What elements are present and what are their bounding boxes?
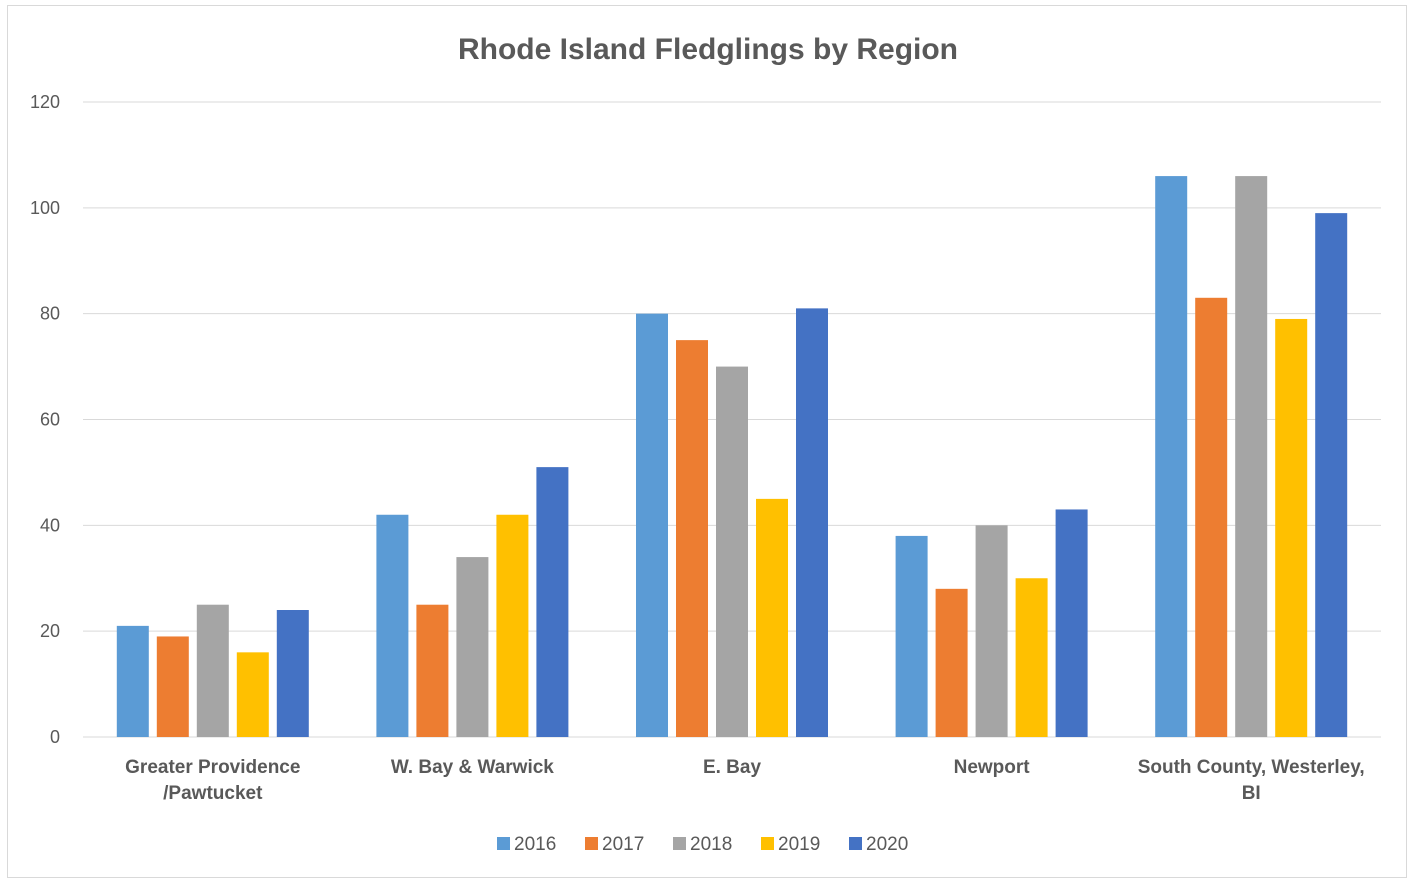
bar-2020-1	[536, 467, 569, 737]
bar-2017-3	[935, 588, 968, 737]
y-tick-label: 20	[40, 621, 60, 641]
legend-swatch-2018	[673, 837, 686, 850]
bar-2019-3	[1015, 578, 1048, 737]
legend-label-2020: 2020	[866, 834, 908, 855]
bar-2018-0	[196, 604, 229, 737]
y-tick-label: 120	[30, 92, 60, 112]
legend-label-2016: 2016	[514, 834, 556, 855]
x-tick-label: South County, Westerley, BI	[1138, 757, 1365, 804]
x-tick-label: W. Bay & Warwick	[391, 757, 554, 778]
bar-2020-4	[1315, 213, 1348, 737]
bar-2016-1	[376, 514, 409, 737]
bar-2019-1	[496, 514, 529, 737]
bar-2019-0	[236, 652, 269, 737]
bar-2018-4	[1235, 176, 1268, 738]
bars	[116, 176, 1348, 738]
legend-swatch-2019	[761, 837, 774, 850]
x-tick-label-line: Greater Providence	[125, 757, 300, 778]
y-tick-label: 0	[50, 727, 60, 747]
bar-2018-2	[716, 366, 748, 737]
bar-2020-0	[276, 610, 309, 737]
bar-2020-3	[1055, 509, 1088, 737]
x-tick-label-line: South County, Westerley,	[1138, 757, 1365, 778]
legend-label-2017: 2017	[602, 834, 644, 855]
x-tick-label-line: /Pawtucket	[163, 783, 263, 804]
x-axis: Greater Providence/Pawtucket W. Bay & War…	[125, 757, 1365, 804]
y-tick-label: 100	[30, 198, 60, 218]
x-tick-label: E. Bay	[703, 757, 762, 778]
bar-2016-4	[1155, 176, 1188, 738]
y-tick-label: 60	[40, 410, 60, 430]
y-axis: 0 20 40 60 80 100 120	[30, 92, 60, 747]
x-tick-label-line: E. Bay	[703, 757, 762, 778]
bar-2019-4	[1275, 318, 1308, 737]
bar-2017-0	[156, 636, 189, 737]
legend-label-2018: 2018	[690, 834, 732, 855]
y-tick-label: 40	[40, 515, 60, 535]
bar-2016-3	[895, 535, 928, 737]
bar-2017-1	[416, 604, 449, 737]
bar-2018-3	[975, 525, 1008, 737]
x-tick-label: Greater Providence/Pawtucket	[125, 757, 300, 804]
legend-swatch-2016	[497, 837, 510, 850]
legend-label-2019: 2019	[778, 834, 820, 855]
x-tick-label-line: W. Bay & Warwick	[391, 757, 554, 778]
bar-2016-0	[116, 625, 149, 737]
x-tick-label-line: BI	[1242, 783, 1261, 804]
bar-2016-2	[636, 313, 668, 737]
bar-2019-2	[756, 498, 788, 737]
x-tick-label-line: Newport	[954, 757, 1031, 778]
bar-2017-4	[1195, 297, 1228, 737]
legend-swatch-2017	[585, 837, 598, 850]
chart-title: Rhode Island Fledglings by Region	[458, 33, 958, 66]
legend-swatch-2020	[849, 837, 862, 850]
y-tick-label: 80	[40, 304, 60, 324]
bar-2020-2	[796, 308, 828, 737]
x-tick-label: Newport	[954, 757, 1031, 778]
bar-2018-1	[456, 557, 489, 737]
bar-2017-2	[676, 340, 708, 737]
legend: 2016 2017 2018 2019 2020	[497, 834, 908, 855]
